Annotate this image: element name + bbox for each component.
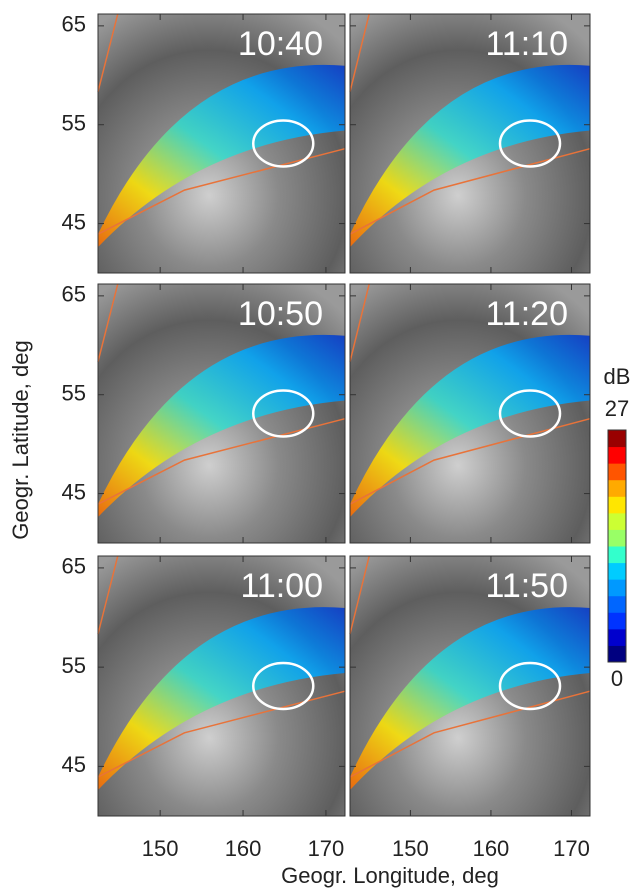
panel: 11:00 45 55 65 150 160 170 bbox=[62, 554, 346, 861]
colorbar-unit: dB bbox=[604, 364, 631, 389]
panel-time: 10:40 bbox=[238, 25, 323, 63]
y-tick-label: 55 bbox=[62, 111, 86, 136]
colorbar-segment bbox=[608, 479, 626, 497]
radar-band bbox=[350, 334, 590, 518]
colorbar-segment bbox=[608, 463, 626, 481]
panel: 10:40 45 55 65 bbox=[62, 12, 346, 274]
panel-frame bbox=[97, 13, 346, 274]
y-tick-label: 55 bbox=[62, 381, 86, 406]
panel-frame bbox=[349, 13, 591, 274]
edge-line bbox=[349, 13, 370, 92]
x-tick-label: 160 bbox=[225, 836, 262, 861]
colorbar-max: 27 bbox=[605, 396, 629, 421]
x-axis-label: Geogr. Longitude, deg bbox=[281, 863, 499, 888]
colorbar-segment bbox=[608, 612, 626, 630]
x-tick-label: 150 bbox=[392, 836, 429, 861]
terminator-line bbox=[349, 417, 591, 505]
y-tick-label: 45 bbox=[62, 479, 86, 504]
y-tick-label: 65 bbox=[62, 282, 86, 307]
panel-frame bbox=[97, 283, 346, 544]
highlight-ellipse bbox=[498, 389, 562, 438]
edge-line bbox=[97, 13, 119, 92]
colorbar-segment bbox=[608, 628, 626, 646]
panel-time: 11:10 bbox=[485, 25, 568, 63]
radar-band bbox=[98, 334, 345, 518]
y-tick-label: 55 bbox=[62, 653, 86, 678]
y-tick-label: 45 bbox=[62, 752, 86, 777]
panel-frame bbox=[349, 555, 591, 817]
terminator-line bbox=[349, 690, 591, 778]
panel: 11:20 bbox=[349, 283, 591, 544]
edge-line bbox=[97, 555, 119, 635]
colorbar-segment bbox=[608, 546, 626, 564]
radar-band bbox=[350, 64, 590, 248]
terminator-line bbox=[97, 147, 346, 235]
highlight-ellipse bbox=[498, 661, 562, 711]
y-tick-label: 65 bbox=[62, 554, 86, 579]
highlight-ellipse bbox=[252, 661, 315, 711]
panel: 11:10 bbox=[349, 13, 591, 274]
panel-time: 10:50 bbox=[238, 295, 323, 333]
colorbar-segment bbox=[608, 446, 626, 464]
colorbar-segment bbox=[608, 579, 626, 597]
panel-frame bbox=[97, 555, 346, 817]
y-tick-label: 65 bbox=[62, 12, 86, 37]
colorbar-min: 0 bbox=[611, 666, 623, 691]
panel-time: 11:50 bbox=[485, 567, 568, 605]
radar-band bbox=[98, 607, 345, 790]
colorbar-segment bbox=[608, 645, 626, 663]
radar-band bbox=[98, 64, 345, 248]
highlight-ellipse bbox=[498, 119, 562, 168]
colorbar-segment bbox=[608, 562, 626, 580]
colorbar-segment bbox=[608, 512, 626, 530]
panel: 10:50 45 55 65 bbox=[62, 282, 346, 544]
colorbar-segment bbox=[608, 430, 626, 448]
y-tick-label: 45 bbox=[62, 209, 86, 234]
colorbar-segment bbox=[608, 529, 626, 547]
edge-line bbox=[97, 283, 119, 362]
edge-line bbox=[349, 555, 370, 635]
colorbar-segment bbox=[608, 496, 626, 514]
panel: 11:50 150 160 170 bbox=[349, 555, 591, 861]
x-tick-label: 170 bbox=[553, 836, 590, 861]
x-tick-label: 150 bbox=[142, 836, 179, 861]
radar-band bbox=[350, 607, 590, 790]
y-axis-label: Geogr. Latitude, deg bbox=[8, 340, 33, 539]
x-tick-label: 170 bbox=[308, 836, 345, 861]
edge-line bbox=[349, 283, 370, 362]
panel-frame bbox=[349, 283, 591, 544]
terminator-line bbox=[349, 147, 591, 235]
terminator-line bbox=[97, 417, 346, 505]
panel-time: 11:00 bbox=[240, 567, 323, 605]
panel-time: 11:20 bbox=[485, 295, 568, 333]
colorbar-frame bbox=[607, 429, 627, 663]
highlight-ellipse bbox=[252, 389, 315, 438]
terminator-line bbox=[97, 690, 346, 778]
highlight-ellipse bbox=[252, 119, 315, 168]
colorbar-segment bbox=[608, 595, 626, 613]
x-tick-label: 160 bbox=[473, 836, 510, 861]
